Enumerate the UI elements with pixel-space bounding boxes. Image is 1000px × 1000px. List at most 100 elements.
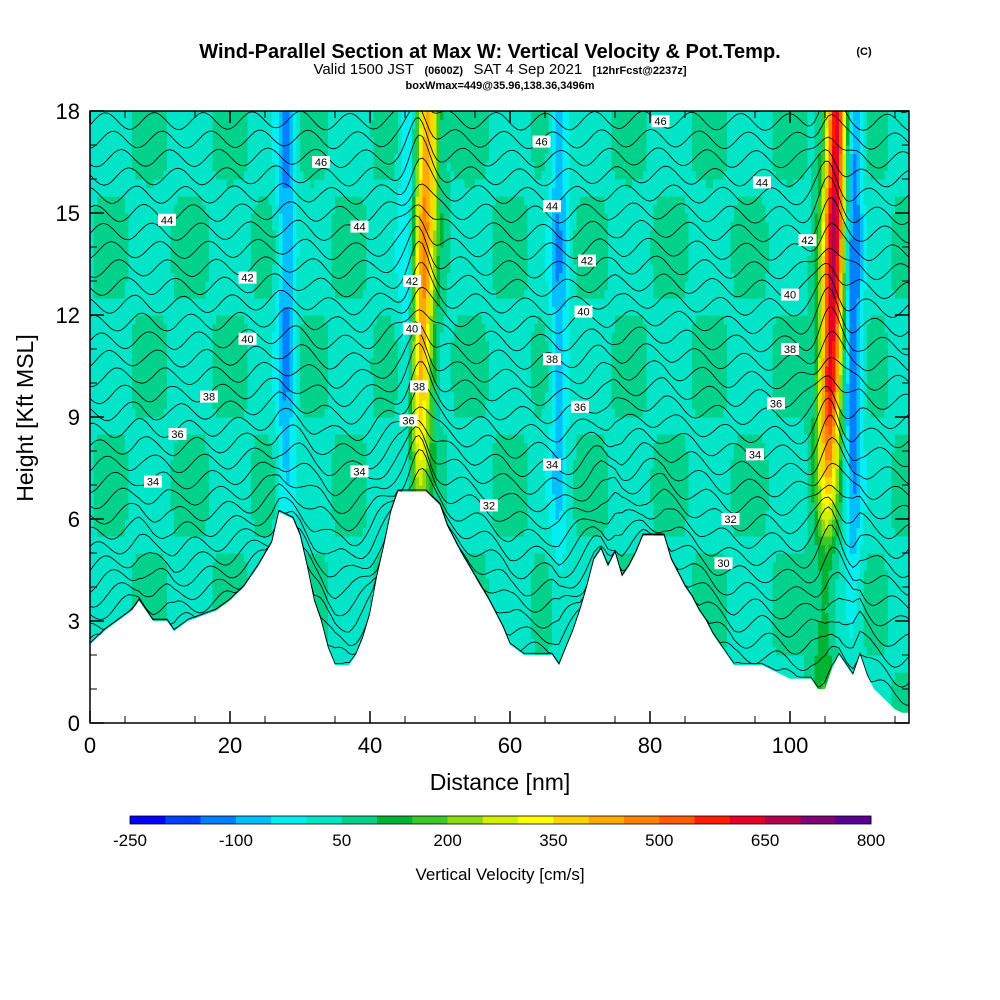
velocity-cell xyxy=(475,417,480,554)
velocity-cell xyxy=(184,298,189,435)
velocity-cell xyxy=(104,434,109,537)
velocity-cell xyxy=(814,111,819,214)
contour-label: 46 xyxy=(532,135,551,149)
colorbar-swatch xyxy=(200,816,237,824)
velocity-cell xyxy=(317,111,322,180)
velocity-cell xyxy=(800,179,805,316)
velocity-cell xyxy=(555,213,560,282)
velocity-cell xyxy=(506,434,511,537)
velocity-cell xyxy=(622,111,627,180)
velocity-cell xyxy=(422,400,427,435)
velocity-cell xyxy=(506,111,511,197)
velocity-cell xyxy=(531,332,536,401)
velocity-cell xyxy=(723,170,728,325)
velocity-cell xyxy=(331,451,336,520)
velocity-cell xyxy=(835,323,840,359)
velocity-cell xyxy=(590,298,595,435)
velocity-cell xyxy=(342,298,347,435)
velocity-cell xyxy=(832,340,837,393)
velocity-cell xyxy=(678,298,683,435)
velocity-cell xyxy=(163,561,168,648)
velocity-cell xyxy=(524,527,529,682)
velocity-cell xyxy=(905,672,909,723)
velocity-cell xyxy=(762,298,767,444)
velocity-cell xyxy=(345,536,350,673)
velocity-cell xyxy=(426,230,431,291)
velocity-cell xyxy=(499,434,504,537)
velocity-cell xyxy=(482,417,487,554)
contour-label: 42 xyxy=(798,234,817,247)
velocity-cell xyxy=(485,340,490,401)
velocity-cell xyxy=(125,213,130,282)
velocity-cell xyxy=(237,417,242,554)
velocity-cell xyxy=(394,400,399,563)
velocity-cell xyxy=(856,111,861,206)
velocity-cell xyxy=(902,111,907,197)
velocity-cell xyxy=(254,204,259,299)
velocity-cell xyxy=(751,434,756,537)
colorbar-swatch xyxy=(447,816,484,824)
velocity-cell xyxy=(324,111,329,172)
velocity-cell xyxy=(184,196,189,299)
velocity-cell xyxy=(492,289,497,444)
velocity-cell xyxy=(97,434,102,537)
velocity-cell xyxy=(177,111,182,197)
velocity-cell xyxy=(898,111,903,197)
velocity-cell xyxy=(891,451,896,529)
velocity-cell xyxy=(534,323,539,418)
velocity-cell xyxy=(618,111,623,180)
velocity-cell xyxy=(415,442,420,478)
velocity-cell xyxy=(846,425,851,622)
velocity-cell xyxy=(776,417,781,554)
velocity-cell xyxy=(671,298,676,435)
velocity-cell xyxy=(216,179,221,316)
velocity-cell xyxy=(552,187,557,308)
velocity-cell xyxy=(555,281,560,520)
velocity-cell xyxy=(496,298,501,435)
velocity-cell xyxy=(825,247,830,367)
velocity-cell xyxy=(835,536,840,580)
velocity-cell xyxy=(818,111,823,155)
velocity-cell xyxy=(468,111,473,189)
velocity-cell xyxy=(254,434,259,537)
chart-title-copyright: (C) xyxy=(856,46,872,58)
velocity-cell xyxy=(324,170,329,325)
contour-label-bg xyxy=(350,220,369,233)
velocity-cell xyxy=(513,536,518,673)
velocity-cell xyxy=(825,604,830,614)
velocity-cell xyxy=(653,111,658,206)
velocity-cell xyxy=(643,408,648,563)
velocity-cell xyxy=(415,247,420,376)
velocity-cell xyxy=(772,561,777,648)
contour-label: 34 xyxy=(543,458,561,472)
velocity-cell xyxy=(678,111,683,197)
velocity-cell xyxy=(331,213,336,291)
velocity-cell xyxy=(205,213,210,282)
velocity-cell xyxy=(363,289,368,444)
velocity-cell xyxy=(338,536,343,673)
velocity-cell xyxy=(842,434,847,690)
velocity-cell xyxy=(818,570,823,622)
velocity-cell xyxy=(286,391,291,486)
velocity-cell xyxy=(223,417,228,554)
velocity-cell xyxy=(821,187,826,223)
colorbar-swatch xyxy=(835,816,872,824)
velocity-cell xyxy=(818,357,823,486)
velocity-cell xyxy=(527,111,532,723)
velocity-cell xyxy=(510,111,515,197)
velocity-cell xyxy=(513,111,518,197)
theta-contour-line xyxy=(90,226,909,281)
velocity-cell xyxy=(321,417,326,554)
velocity-cell xyxy=(412,196,417,257)
velocity-cell xyxy=(251,213,256,282)
velocity-cell xyxy=(853,111,858,155)
velocity-cell xyxy=(272,400,277,461)
velocity-cell xyxy=(842,221,847,274)
velocity-cell xyxy=(300,170,305,325)
velocity-cell xyxy=(825,162,830,189)
velocity-cell xyxy=(762,111,767,206)
velocity-cell xyxy=(492,442,497,529)
velocity-cell xyxy=(828,536,833,546)
velocity-cell xyxy=(881,111,886,180)
